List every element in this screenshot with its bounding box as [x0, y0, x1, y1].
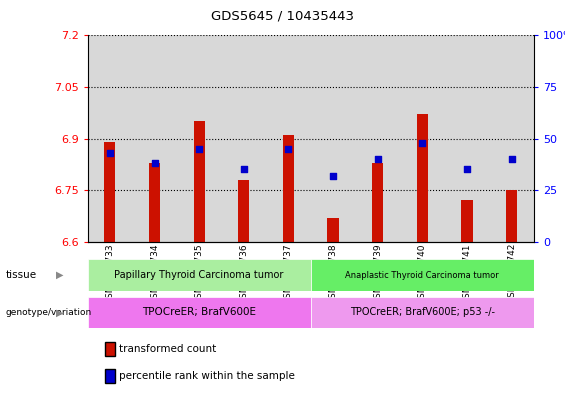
Bar — [372, 163, 383, 242]
Bar — [445, 35, 489, 242]
Point — [418, 140, 427, 146]
Bar — [194, 121, 205, 242]
Text: ▶: ▶ — [55, 307, 63, 318]
Bar — [177, 35, 221, 242]
Bar — [311, 259, 534, 291]
Point — [463, 166, 472, 173]
Bar — [328, 218, 338, 242]
Bar — [132, 35, 177, 242]
Bar — [283, 135, 294, 242]
Bar — [311, 35, 355, 242]
Point — [150, 160, 159, 167]
Text: TPOCreER; BrafV600E; p53 -/-: TPOCreER; BrafV600E; p53 -/- — [350, 307, 495, 318]
Text: TPOCreER; BrafV600E: TPOCreER; BrafV600E — [142, 307, 256, 318]
Point — [373, 156, 383, 162]
Point — [240, 166, 249, 173]
Text: Anaplastic Thyroid Carcinoma tumor: Anaplastic Thyroid Carcinoma tumor — [345, 271, 499, 279]
Text: genotype/variation: genotype/variation — [6, 308, 92, 317]
Text: ▶: ▶ — [55, 270, 63, 280]
Bar — [88, 259, 311, 291]
Bar — [506, 190, 517, 242]
Bar — [417, 114, 428, 242]
Text: GDS5645 / 10435443: GDS5645 / 10435443 — [211, 10, 354, 23]
Bar — [88, 35, 132, 242]
Text: tissue: tissue — [6, 270, 37, 280]
Bar — [489, 35, 534, 242]
Bar — [88, 297, 311, 328]
Bar — [400, 35, 445, 242]
Bar — [238, 180, 249, 242]
Point — [507, 156, 516, 162]
Text: percentile rank within the sample: percentile rank within the sample — [119, 371, 294, 382]
Bar — [311, 297, 534, 328]
Text: Papillary Thyroid Carcinoma tumor: Papillary Thyroid Carcinoma tumor — [115, 270, 284, 280]
Bar — [355, 35, 400, 242]
Text: transformed count: transformed count — [119, 344, 216, 354]
Bar — [266, 35, 311, 242]
Point — [105, 150, 114, 156]
Point — [284, 146, 293, 152]
Point — [194, 146, 204, 152]
Bar — [462, 200, 472, 242]
Bar — [105, 142, 115, 242]
Bar — [221, 35, 266, 242]
Point — [329, 173, 338, 179]
Bar — [149, 163, 160, 242]
